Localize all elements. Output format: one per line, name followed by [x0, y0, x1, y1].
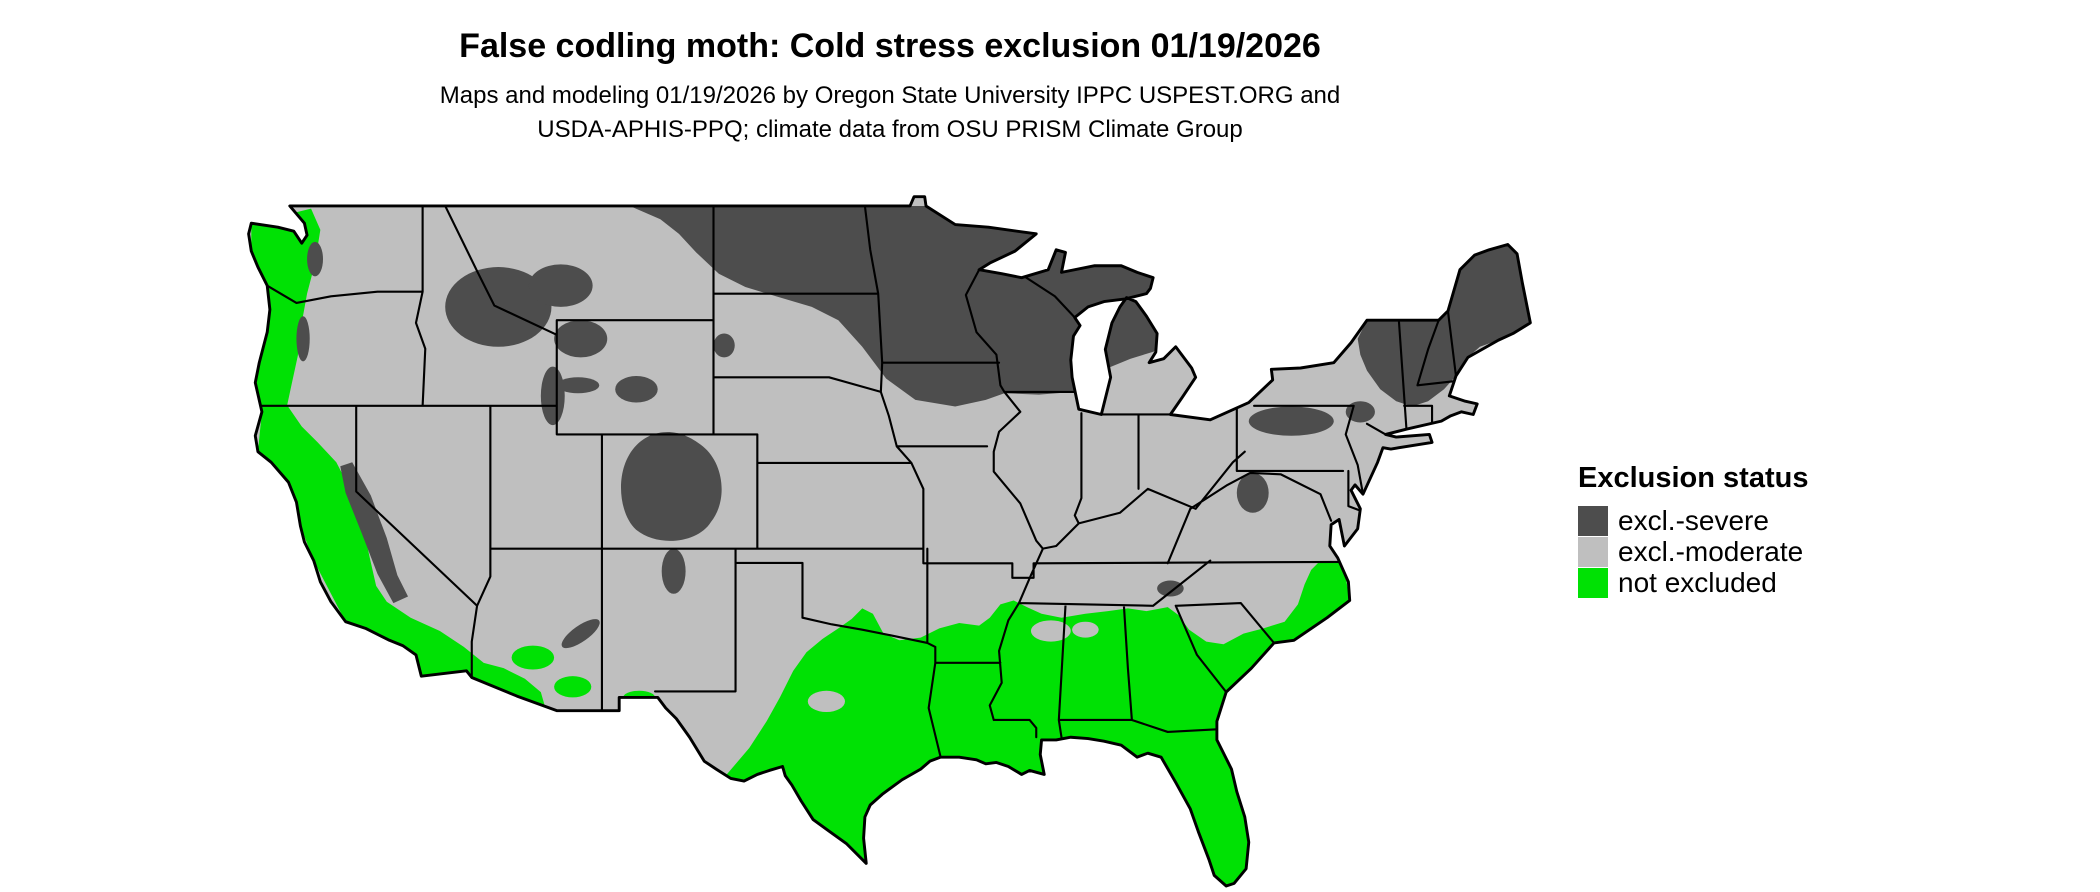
map-fill-layers	[248, 196, 1531, 887]
legend-item: excl.-moderate	[1578, 536, 1808, 567]
legend: Exclusion status excl.-severe excl.-mode…	[1578, 462, 1808, 598]
map-region-moderate-patches	[807, 620, 1099, 713]
map-region-severe	[296, 205, 1531, 649]
legend-swatch-severe	[1578, 505, 1608, 536]
us-map	[238, 190, 1533, 892]
conus-outline	[247, 195, 1532, 888]
legend-label-moderate: excl.-moderate	[1618, 536, 1804, 567]
legend-title: Exclusion status	[1578, 462, 1809, 494]
state-borders	[258, 204, 1458, 759]
legend-label-severe: excl.-severe	[1618, 505, 1769, 536]
us-map-svg	[247, 195, 1532, 888]
legend-swatch-not-excluded	[1578, 567, 1608, 598]
legend-label-not-excluded: not excluded	[1618, 567, 1777, 598]
subtitle: Maps and modeling 01/19/2026 by Oregon S…	[0, 79, 1780, 147]
legend-swatch-moderate	[1578, 536, 1608, 567]
legend-item: not excluded	[1578, 567, 1808, 598]
subtitle-line-2: USDA-APHIS-PPQ; climate data from OSU PR…	[537, 115, 1243, 143]
legend-item: excl.-severe	[1578, 505, 1808, 536]
subtitle-line-1: Maps and modeling 01/19/2026 by Oregon S…	[439, 81, 1341, 109]
page-title: False codling moth: Cold stress exclusio…	[459, 27, 1321, 65]
map-header: False codling moth: Cold stress exclusio…	[0, 0, 1780, 147]
